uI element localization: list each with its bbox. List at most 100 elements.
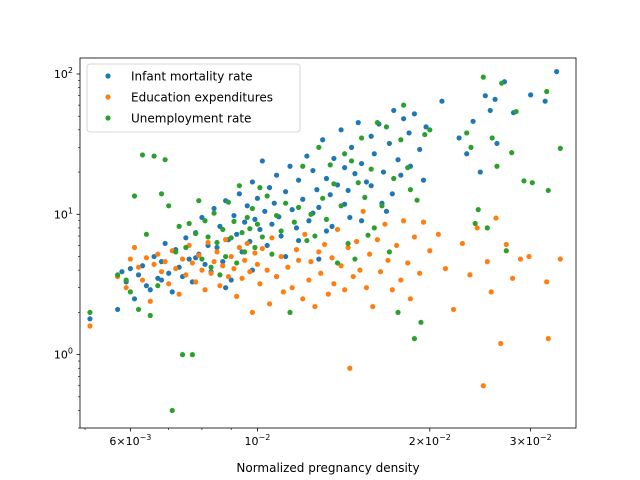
data-point bbox=[557, 145, 563, 151]
data-point bbox=[494, 140, 500, 147]
data-point bbox=[354, 238, 360, 245]
data-point bbox=[379, 203, 385, 209]
data-point bbox=[293, 247, 300, 253]
data-point bbox=[509, 150, 515, 156]
data-point bbox=[391, 175, 397, 182]
data-point bbox=[147, 312, 153, 319]
data-point bbox=[363, 285, 370, 291]
data-point bbox=[199, 267, 205, 273]
data-point bbox=[529, 180, 535, 186]
data-point bbox=[371, 225, 377, 231]
data-point bbox=[401, 116, 407, 122]
data-point bbox=[179, 352, 186, 358]
legend-box bbox=[86, 63, 301, 133]
data-point bbox=[183, 235, 189, 241]
data-point bbox=[358, 160, 365, 167]
data-point bbox=[228, 253, 234, 260]
plot-frame bbox=[79, 57, 577, 429]
data-point bbox=[205, 234, 211, 240]
data-point bbox=[247, 269, 253, 275]
data-point bbox=[308, 259, 314, 265]
data-point bbox=[467, 272, 473, 278]
data-point bbox=[259, 234, 265, 240]
data-point bbox=[249, 205, 255, 212]
data-point bbox=[273, 212, 280, 219]
data-point bbox=[285, 264, 291, 270]
data-point bbox=[385, 257, 391, 263]
data-point bbox=[214, 239, 220, 246]
data-point bbox=[244, 214, 250, 221]
data-point bbox=[383, 124, 390, 130]
data-point bbox=[262, 208, 268, 214]
data-point bbox=[183, 272, 189, 278]
data-point bbox=[327, 192, 333, 198]
data-point bbox=[323, 175, 330, 182]
data-point bbox=[193, 279, 199, 285]
data-point bbox=[254, 261, 261, 267]
data-point bbox=[147, 287, 153, 293]
data-point bbox=[316, 256, 322, 262]
data-point bbox=[314, 187, 320, 193]
data-point bbox=[407, 187, 414, 193]
data-point bbox=[348, 158, 355, 164]
data-point bbox=[493, 215, 499, 221]
y-tick-label: 100 bbox=[54, 347, 73, 362]
data-point bbox=[498, 340, 504, 347]
data-point bbox=[382, 221, 388, 227]
data-point bbox=[269, 235, 275, 241]
data-point bbox=[526, 253, 532, 260]
data-point bbox=[492, 96, 498, 102]
data-point bbox=[331, 181, 337, 187]
data-point bbox=[242, 249, 248, 255]
data-point bbox=[352, 256, 358, 262]
data-point bbox=[151, 153, 157, 159]
data-point bbox=[115, 272, 121, 278]
data-point bbox=[422, 131, 428, 138]
data-point bbox=[442, 266, 449, 272]
data-point bbox=[236, 183, 242, 189]
data-point bbox=[510, 275, 516, 281]
data-point bbox=[202, 287, 208, 293]
data-point bbox=[223, 237, 229, 243]
data-point bbox=[423, 124, 429, 130]
data-point bbox=[398, 277, 404, 283]
data-point bbox=[350, 273, 356, 280]
data-point bbox=[475, 207, 481, 213]
series-2 bbox=[87, 74, 563, 414]
data-point bbox=[239, 275, 245, 281]
data-point bbox=[358, 218, 365, 224]
data-point bbox=[439, 98, 445, 104]
data-point bbox=[123, 277, 129, 283]
data-point bbox=[528, 92, 534, 98]
data-point bbox=[234, 293, 240, 299]
data-point bbox=[131, 193, 138, 199]
data-point bbox=[306, 277, 312, 283]
data-point bbox=[411, 336, 418, 342]
data-point bbox=[143, 231, 150, 237]
data-point bbox=[477, 169, 483, 175]
data-point bbox=[377, 269, 384, 275]
data-point bbox=[362, 194, 368, 200]
series-0 bbox=[87, 69, 560, 322]
data-point bbox=[231, 266, 237, 272]
data-point bbox=[557, 256, 563, 262]
data-point bbox=[544, 88, 550, 95]
data-point bbox=[310, 167, 316, 174]
data-point bbox=[278, 228, 284, 234]
data-point bbox=[217, 272, 223, 278]
data-point bbox=[287, 163, 293, 169]
data-point bbox=[166, 203, 172, 209]
data-point bbox=[242, 219, 248, 225]
data-point bbox=[395, 309, 401, 315]
data-point bbox=[494, 163, 500, 169]
data-point bbox=[231, 218, 237, 225]
data-point bbox=[499, 80, 505, 86]
data-point bbox=[334, 260, 341, 266]
data-point bbox=[427, 248, 433, 254]
legend-label: Unemployment rate bbox=[131, 112, 251, 126]
data-point bbox=[464, 130, 470, 136]
data-point bbox=[199, 214, 205, 221]
data-point bbox=[259, 245, 265, 252]
data-point bbox=[236, 244, 242, 251]
data-point bbox=[316, 144, 322, 150]
